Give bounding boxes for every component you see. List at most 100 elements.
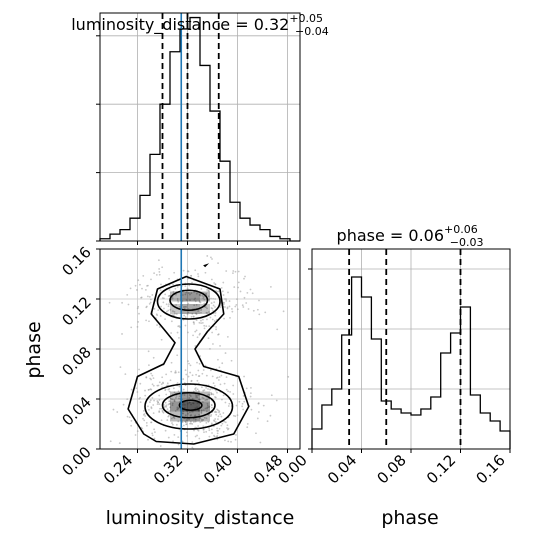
density-cell — [170, 304, 180, 314]
sample-point — [210, 428, 213, 431]
sample-point — [160, 419, 163, 422]
sample-point — [249, 288, 252, 291]
sample-point — [142, 414, 145, 416]
sample-point — [188, 397, 191, 399]
sample-point — [148, 320, 150, 323]
sample-point — [164, 388, 167, 391]
sample-point — [210, 256, 212, 259]
sample-point — [212, 343, 214, 345]
sample-point — [196, 336, 199, 339]
sample-point — [137, 305, 140, 308]
sample-point — [148, 295, 151, 298]
density-cell — [180, 411, 190, 422]
sample-point — [220, 374, 223, 377]
sample-point — [206, 318, 208, 321]
sample-point — [189, 420, 192, 423]
sample-point — [213, 320, 216, 322]
sample-point — [198, 437, 201, 440]
sample-point — [142, 275, 145, 277]
sample-point — [155, 273, 158, 276]
sample-point — [250, 386, 252, 389]
sample-point — [182, 412, 184, 415]
sample-point — [242, 408, 245, 411]
sample-point — [215, 421, 217, 423]
sample-point — [184, 285, 187, 288]
sample-point — [127, 303, 130, 306]
sample-point — [188, 284, 191, 287]
quantile-lines — [161, 13, 220, 241]
sample-point — [211, 318, 214, 321]
sample-point — [177, 390, 180, 393]
sample-point — [122, 403, 125, 406]
sample-point — [247, 308, 250, 310]
sample-point — [169, 397, 172, 400]
sample-point — [177, 371, 180, 374]
sample-point — [160, 305, 162, 308]
sample-point — [231, 308, 233, 310]
sample-point — [175, 423, 178, 426]
sample-point — [242, 306, 245, 308]
sample-point — [207, 337, 210, 340]
sample-point — [205, 325, 208, 328]
sample-point — [235, 434, 237, 436]
sample-point — [182, 388, 185, 391]
sample-point — [202, 409, 205, 412]
sample-point — [130, 388, 133, 391]
sample-point — [158, 381, 161, 384]
sample-point — [183, 394, 186, 396]
sample-point — [243, 400, 246, 403]
sample-point — [145, 424, 148, 427]
sample-point — [258, 313, 261, 316]
sample-point — [138, 398, 141, 400]
sample-point — [235, 303, 238, 306]
sample-point — [176, 354, 179, 357]
sample-point — [171, 422, 173, 424]
sample-point — [246, 423, 249, 425]
sample-point — [206, 406, 209, 409]
sample-point — [119, 366, 122, 369]
sample-point — [210, 297, 212, 300]
sample-point — [194, 387, 197, 389]
sample-point — [222, 303, 225, 306]
sample-point — [232, 272, 234, 274]
sample-point — [188, 362, 190, 365]
sample-point — [201, 386, 203, 389]
sample-point — [137, 321, 140, 323]
sample-point — [219, 345, 221, 347]
sample-point — [223, 301, 225, 304]
sample-point — [232, 384, 235, 387]
sample-point — [215, 328, 217, 331]
sample-point — [211, 258, 213, 260]
sample-point — [195, 304, 198, 306]
sample-point — [185, 291, 188, 294]
sample-point — [197, 369, 200, 372]
sample-point — [135, 387, 138, 390]
sample-point — [192, 321, 195, 324]
sample-point — [207, 388, 209, 390]
sample-point — [210, 278, 213, 281]
sample-point — [134, 284, 137, 287]
sample-point — [175, 313, 178, 315]
sample-point — [196, 434, 198, 437]
sample-point — [184, 316, 187, 319]
sample-point — [166, 419, 169, 421]
sample-point — [226, 335, 229, 338]
sample-point — [214, 418, 217, 420]
sample-point — [184, 324, 187, 327]
sample-point — [157, 309, 160, 311]
sample-point — [239, 290, 242, 293]
sample-point — [205, 410, 208, 413]
sample-point — [210, 302, 213, 304]
sample-point — [232, 393, 235, 395]
sample-point — [202, 397, 205, 400]
sample-point — [191, 312, 194, 315]
sample-point — [224, 439, 226, 442]
sample-point — [222, 431, 225, 433]
sample-point — [222, 294, 225, 296]
density-cell — [200, 291, 210, 302]
sample-point — [185, 419, 188, 421]
sample-point — [258, 299, 260, 302]
sample-point — [176, 299, 179, 302]
sample-point — [170, 332, 173, 334]
sample-point — [189, 299, 191, 301]
